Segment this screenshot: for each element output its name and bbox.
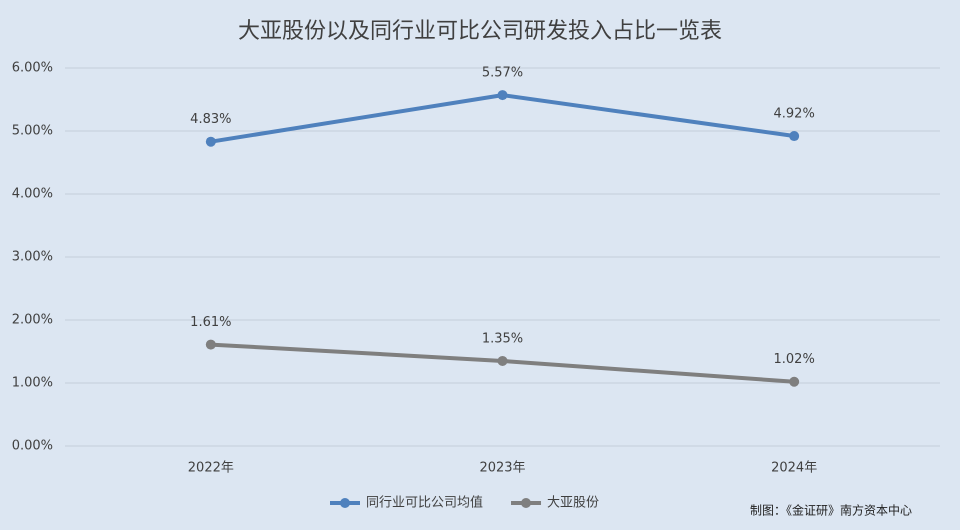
x-tick-label: 2023年 — [479, 461, 525, 476]
y-tick-label: 0.00% — [12, 439, 53, 454]
y-tick-label: 3.00% — [12, 250, 53, 265]
y-tick-label: 5.00% — [12, 124, 53, 139]
legend-marker — [340, 498, 350, 508]
data-label: 1.02% — [774, 352, 815, 367]
y-tick-label: 1.00% — [12, 376, 53, 391]
data-point — [789, 131, 800, 142]
data-point — [789, 376, 800, 387]
y-tick-label: 4.00% — [12, 187, 53, 202]
x-tick-label: 2022年 — [188, 461, 234, 476]
data-point — [497, 90, 508, 101]
y-tick-label: 2.00% — [12, 313, 53, 328]
data-point — [497, 355, 508, 366]
x-tick-label: 2024年 — [771, 461, 817, 476]
data-label: 1.61% — [190, 315, 231, 330]
y-tick-label: 6.00% — [12, 61, 53, 76]
legend-label: 同行业可比公司均值 — [366, 495, 483, 511]
source-note: 制图：《金证研》南方资本中心 — [750, 503, 912, 518]
data-point — [205, 339, 216, 350]
data-label: 5.57% — [482, 66, 523, 81]
data-label: 4.83% — [190, 112, 231, 127]
legend-label: 大亚股份 — [547, 496, 599, 511]
chart-title: 大亚股份以及同行业可比公司研发投入占比一览表 — [238, 19, 722, 44]
data-point — [205, 136, 216, 147]
series-line — [210, 93, 795, 144]
legend-marker — [521, 498, 532, 508]
data-label: 4.92% — [774, 107, 815, 122]
data-label: 1.35% — [482, 331, 523, 346]
